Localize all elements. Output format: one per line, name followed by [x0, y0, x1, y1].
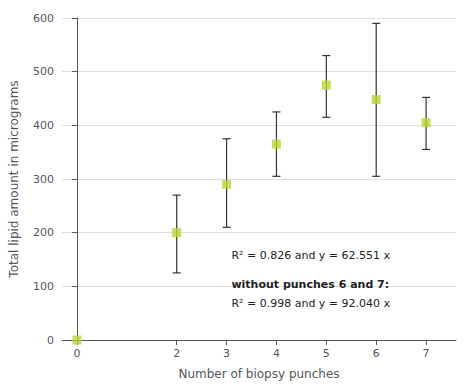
svg-text:without punches 6 and 7:: without punches 6 and 7: — [231, 278, 389, 291]
svg-text:400: 400 — [33, 119, 54, 132]
svg-text:0: 0 — [47, 334, 54, 347]
svg-text:5: 5 — [323, 347, 330, 360]
svg-text:500: 500 — [33, 65, 54, 78]
svg-text:600: 600 — [33, 12, 54, 25]
svg-text:7: 7 — [423, 347, 430, 360]
svg-text:0: 0 — [73, 347, 80, 360]
svg-text:R² = 0.826 and y = 62.551 x: R² = 0.826 and y = 62.551 x — [231, 249, 390, 262]
svg-text:R² = 0.998 and y = 92.040 x: R² = 0.998 and y = 92.040 x — [231, 297, 390, 310]
svg-text:3: 3 — [223, 347, 230, 360]
svg-text:Total lipid amount in microgra: Total lipid amount in micrograms — [7, 80, 21, 278]
svg-text:200: 200 — [33, 226, 54, 239]
svg-text:Number of biopsy punches: Number of biopsy punches — [178, 367, 339, 381]
svg-text:300: 300 — [33, 173, 54, 186]
svg-text:4: 4 — [273, 347, 280, 360]
svg-text:6: 6 — [373, 347, 380, 360]
svg-text:2: 2 — [173, 347, 180, 360]
svg-text:100: 100 — [33, 280, 54, 293]
